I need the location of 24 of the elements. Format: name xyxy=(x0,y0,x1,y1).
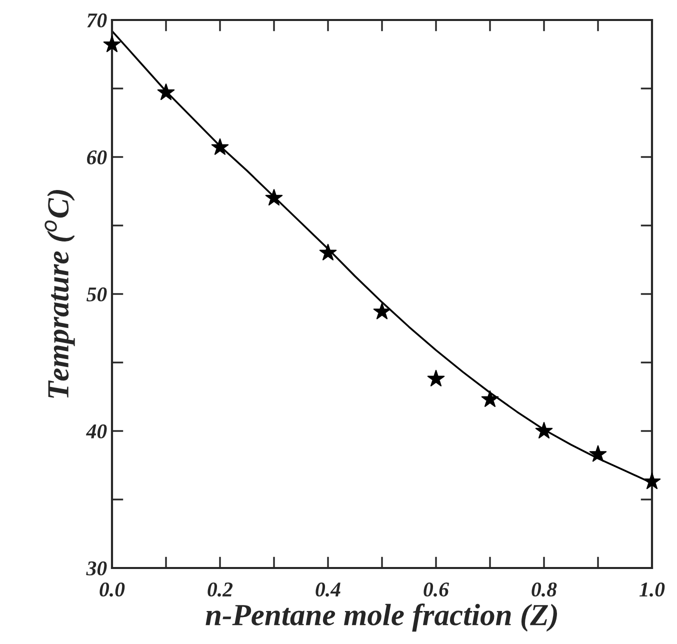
x-tick-label: 0.8 xyxy=(532,582,557,597)
point xyxy=(373,302,391,320)
x-tick-label: 0.2 xyxy=(208,582,233,597)
point xyxy=(427,370,445,386)
x-tick-label: 0.4 xyxy=(316,582,340,597)
point xyxy=(103,36,121,52)
point xyxy=(535,422,553,438)
x-axis-title: n-Pentane mole fraction (Z) xyxy=(206,604,557,632)
point xyxy=(319,244,337,260)
x-tick-label: 1.0 xyxy=(639,582,665,597)
point xyxy=(589,445,607,462)
y-tick-label: 50 xyxy=(86,287,107,302)
point xyxy=(157,84,175,100)
y-tick-label: 40 xyxy=(86,424,107,438)
y-tick-label: 60 xyxy=(87,150,107,164)
point xyxy=(481,390,499,407)
y-tick-label: 70 xyxy=(87,13,107,28)
x-tick-label: 0.6 xyxy=(424,582,450,597)
point xyxy=(643,472,661,490)
y-axis-title: Temprature ($^{o}$C) xyxy=(44,190,75,398)
x-tick-label: 0.0 xyxy=(100,582,125,597)
y-tick-label: 30 xyxy=(86,561,107,576)
point xyxy=(265,189,283,206)
point xyxy=(211,138,229,155)
